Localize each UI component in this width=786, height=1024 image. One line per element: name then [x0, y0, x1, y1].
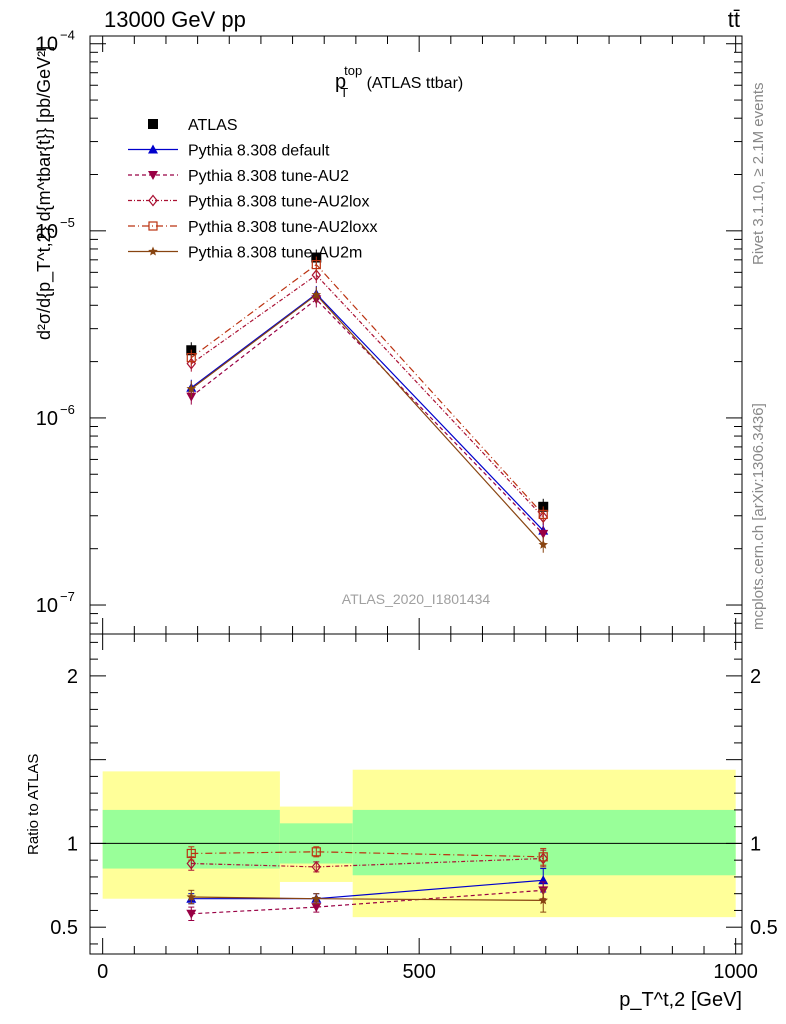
point-au2loxx	[186, 353, 196, 363]
y-tick-exponent: −7	[60, 589, 75, 604]
legend-label-au2lox: Pythia 8.308 tune-AU2lox	[188, 194, 369, 211]
point-au2	[538, 529, 549, 539]
x-tick-label: 0	[97, 961, 108, 983]
ratio-y-tick-label-right: 2	[750, 666, 761, 688]
x-tick-label: 500	[402, 961, 435, 983]
point-au2m	[311, 289, 322, 299]
ratio-y-tick-label: 1	[67, 833, 78, 855]
legend-marker-atlas	[148, 119, 158, 129]
point-au2lox	[311, 269, 322, 282]
analysis-watermark: ATLAS_2020_I1801434	[342, 591, 491, 607]
ratio-point-au2loxx	[311, 847, 321, 857]
y-tick-label: 10	[36, 408, 58, 430]
main-series	[186, 249, 549, 553]
series-line-au2m	[190, 293, 544, 546]
legend: ATLAS Pythia 8.308 default Pythia 8.308 tu…	[128, 117, 377, 262]
x-tick-label: 1000	[713, 961, 758, 983]
legend-label-default: Pythia 8.308 default	[188, 143, 330, 160]
y-axis-label: d²σ/d{p_T^t,2} d{m^tbar{t}} [pb/GeV²]	[34, 46, 55, 340]
point-au2m	[186, 383, 196, 393]
y-tick-label: 10	[36, 595, 58, 617]
y-tick-exponent: −4	[60, 28, 75, 43]
ratio-point-au2lox	[186, 857, 197, 870]
ratio-axis-label: Ratio to ATLAS	[25, 754, 42, 855]
legend-label-au2: Pythia 8.308 tune-AU2	[188, 168, 349, 185]
energy-label: 13000 GeV pp	[104, 7, 246, 32]
rivet-label: Rivet 3.1.10, ≥ 2.1M events	[750, 83, 767, 266]
series-line-au2loxx	[190, 263, 544, 515]
legend-marker-au2loxx	[148, 221, 158, 231]
ratio-y-tick-label-right: 1	[750, 833, 761, 855]
point-au2	[186, 392, 197, 402]
legend-marker-default	[148, 144, 158, 154]
main-axis-ticks: 10−710−610−510−4	[36, 28, 742, 635]
ratio-point-au2m	[186, 892, 196, 902]
legend-label-au2loxx: Pythia 8.308 tune-AU2loxx	[188, 219, 377, 236]
point-au2loxx	[538, 509, 548, 520]
y-tick-exponent: −5	[60, 215, 75, 230]
plot-title: ptop T (ATLAS ttbar)	[335, 63, 463, 100]
y-tick-label: 10	[36, 221, 58, 243]
ratio-y-tick-label: 2	[67, 666, 78, 688]
ratio-point-au2lox	[311, 860, 322, 873]
ratio-line-au2loxx	[191, 851, 544, 858]
ratio-y-tick-label: 0.5	[50, 917, 78, 939]
ratio-point-au2	[311, 903, 322, 913]
mcplots-label: mcplots.cern.ch [arXiv:1306.3436]	[750, 403, 767, 630]
ratio-line-au2	[191, 889, 544, 915]
ratio-point-au2m	[538, 895, 548, 905]
legend-marker-au2	[148, 171, 158, 180]
ratio-point-au2	[186, 909, 197, 919]
series-line-au2	[190, 298, 544, 535]
legend-marker-au2lox	[148, 194, 158, 207]
legend-marker-au2m	[148, 246, 158, 256]
ratio-point-au2loxx	[186, 848, 196, 859]
ratio-point-au2m	[311, 893, 322, 903]
band-inner-2	[352, 809, 736, 876]
ratio-axis-ticks: 0.5 0.5 1 1 2 2 0 500 1000	[50, 634, 778, 983]
x-axis-label: p_T^t,2 [GeV]	[619, 989, 742, 1011]
ratio-line-au2lox	[191, 857, 544, 868]
point-au2m	[538, 539, 548, 549]
ratio-series	[186, 846, 549, 921]
legend-label-au2m: Pythia 8.308 tune-AU2m	[188, 245, 362, 262]
point-au2loxx	[311, 259, 321, 270]
y-tick-exponent: −6	[60, 402, 75, 417]
ratio-plot-frame	[89, 633, 743, 955]
y-tick-label: 10	[36, 34, 58, 56]
ratio-y-tick-label-right: 0.5	[750, 917, 778, 939]
series-line-au2lox	[190, 274, 544, 518]
legend-label-atlas: ATLAS	[188, 117, 238, 134]
process-label: tt̄	[728, 7, 740, 32]
ratio-point-au2loxx	[538, 852, 548, 862]
